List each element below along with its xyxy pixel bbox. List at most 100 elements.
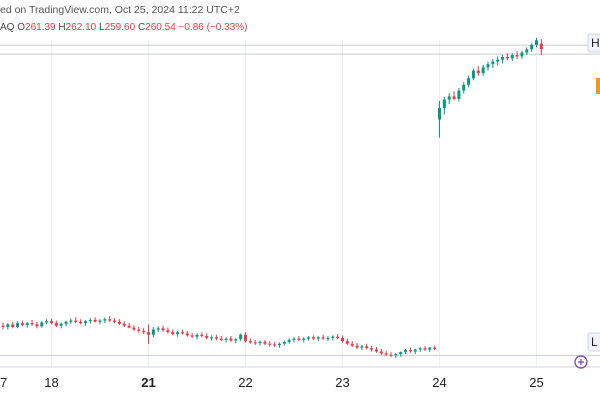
candle-body: [16, 323, 20, 327]
candles: [1, 37, 543, 358]
candle-body: [234, 339, 238, 341]
plus-circle-icon[interactable]: [574, 355, 588, 369]
candle-body: [370, 348, 374, 350]
candle-body: [496, 59, 500, 62]
candle: [117, 319, 121, 326]
candle: [20, 320, 24, 327]
candle-body: [365, 346, 369, 349]
candle-body: [501, 57, 505, 60]
candle: [321, 334, 325, 340]
candle: [161, 325, 165, 332]
candle-body: [273, 344, 277, 346]
candle-body: [229, 338, 233, 341]
candle: [147, 324, 150, 344]
candle: [83, 319, 87, 326]
candle-body: [127, 325, 131, 328]
candle: [355, 343, 359, 349]
candle: [35, 321, 39, 329]
x-tick-label: 7: [0, 375, 7, 390]
candle: [496, 56, 500, 66]
candle: [438, 100, 441, 138]
candle: [185, 330, 189, 337]
candle: [127, 323, 131, 329]
candle-body: [253, 342, 257, 344]
candle: [302, 337, 306, 343]
candle: [132, 325, 136, 331]
candle: [370, 345, 374, 352]
candle-body: [171, 332, 175, 335]
level-lines: [0, 44, 600, 356]
candle-body: [45, 321, 49, 323]
candle-body: [219, 338, 223, 340]
candle: [530, 43, 534, 52]
candle-body: [244, 334, 247, 342]
candle-body: [476, 70, 480, 74]
published-text: ed on TradingView.com, Oct 25, 2024 11:2…: [0, 4, 240, 16]
candle: [156, 326, 160, 333]
candle-body: [117, 321, 121, 324]
candle: [525, 47, 529, 56]
candle-body: [510, 55, 514, 59]
candle: [447, 93, 451, 105]
candle: [273, 341, 277, 347]
candle-body: [302, 338, 306, 340]
candle-body: [205, 336, 209, 338]
candle-body: [287, 339, 291, 342]
right-price-scale: HL: [574, 33, 600, 369]
candle: [166, 327, 170, 334]
ohlc-legend: AQ O261.39 H262.10 L259.60 C260.54 −0.86…: [0, 22, 247, 33]
change-value: −0.86 (−0.33%): [178, 22, 248, 33]
candle: [268, 341, 272, 347]
candle: [394, 352, 398, 358]
candle-body: [462, 84, 466, 91]
candle-body: [50, 321, 53, 324]
candle-body: [292, 338, 296, 340]
candle: [25, 321, 29, 328]
candle: [142, 328, 146, 335]
candle: [292, 337, 296, 343]
candle: [452, 91, 456, 101]
candle-body: [525, 49, 529, 53]
candle: [45, 319, 49, 325]
candle-body: [59, 323, 63, 326]
candle: [379, 348, 383, 355]
candle-body: [282, 341, 286, 344]
published-header: ed on TradingView.com, Oct 25, 2024 11:2…: [0, 4, 240, 16]
candle-body: [438, 107, 441, 120]
candle: [462, 82, 466, 94]
candle: [108, 316, 112, 322]
close-label: C: [137, 22, 146, 33]
symbol-fragment: AQ: [0, 22, 15, 33]
candle-body: [30, 323, 34, 325]
candle-body: [355, 345, 359, 348]
x-tick-label: 22: [238, 375, 252, 390]
candle: [510, 53, 514, 61]
candle: [297, 336, 301, 342]
candle-body: [467, 78, 471, 85]
candle: [311, 335, 315, 340]
candle-body: [423, 348, 427, 350]
candle-body: [190, 335, 194, 337]
candle-body: [98, 320, 102, 322]
candle: [16, 321, 20, 329]
candle: [471, 68, 475, 81]
candle: [486, 61, 490, 71]
high-tag-label: H: [591, 36, 600, 50]
candle: [365, 343, 369, 350]
candle-body: [142, 330, 146, 333]
candle-body: [345, 341, 349, 344]
candle: [103, 317, 107, 324]
candle-body: [25, 323, 29, 326]
candle: [137, 326, 141, 333]
candle-body: [268, 343, 272, 345]
candle-body: [132, 327, 136, 330]
candle-body: [88, 319, 92, 322]
candle-body: [224, 338, 228, 340]
candle: [428, 346, 432, 353]
candle: [180, 329, 184, 335]
candle: [467, 75, 471, 88]
candle-body: [331, 336, 335, 338]
candle-body: [481, 67, 485, 74]
candle: [418, 346, 422, 353]
